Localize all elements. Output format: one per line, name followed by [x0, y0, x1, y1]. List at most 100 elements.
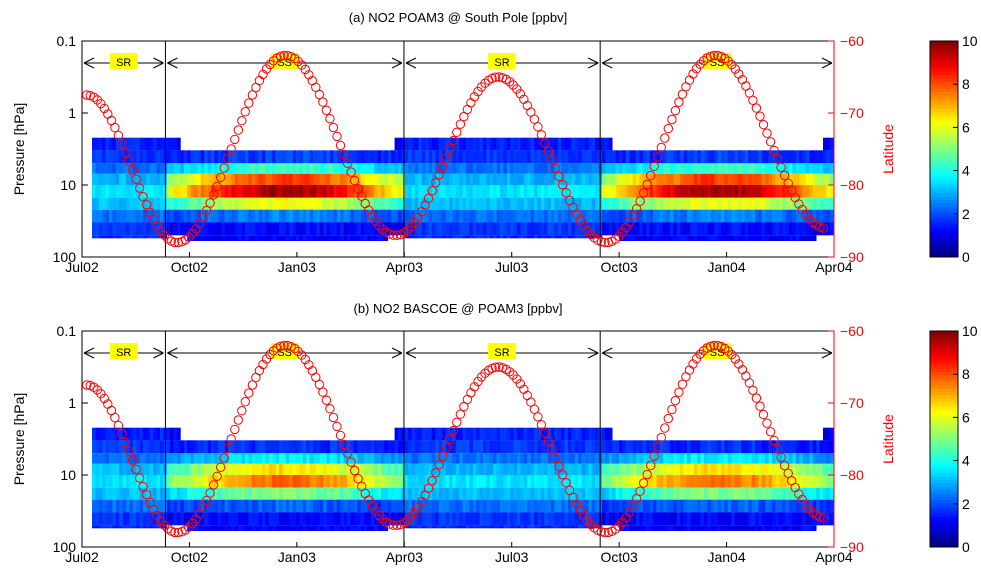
heatmap-cell: [347, 173, 351, 185]
heatmap-cell: [136, 185, 140, 198]
heatmap-cell: [421, 137, 426, 151]
latitude-point: [557, 470, 568, 480]
heatmap-cell: [751, 185, 756, 198]
heatmap-cell: [527, 185, 531, 198]
heatmap-cell: [357, 453, 361, 464]
heatmap-cell: [789, 475, 793, 488]
latitude-point: [649, 451, 659, 461]
heatmap-cell: [347, 475, 351, 488]
heatmap-cell: [391, 499, 395, 513]
heatmap-cell: [826, 512, 831, 526]
heatmap-cell: [421, 235, 426, 239]
heatmap-cell: [605, 427, 610, 441]
heatmap-cell: [700, 235, 705, 241]
heatmap-cell: [408, 512, 412, 526]
heatmap-cell: [224, 512, 229, 526]
heatmap-cell: [105, 487, 110, 500]
latitude-point: [89, 382, 99, 392]
heatmap-cell: [653, 475, 657, 488]
heatmap-cell: [442, 512, 446, 526]
heatmap-cell: [92, 512, 96, 526]
heatmap-cell: [421, 173, 426, 185]
latitude-point: [82, 90, 92, 100]
heatmap-cell: [602, 440, 606, 454]
heatmap-cell: [489, 463, 494, 475]
heatmap-cell: [166, 222, 171, 236]
heatmap-cell: [370, 209, 375, 223]
heatmap-cell: [234, 499, 239, 513]
heatmap-cell: [428, 235, 433, 239]
latitude-point: [385, 519, 395, 529]
heatmap-cell: [571, 475, 576, 488]
heatmap-cell: [581, 185, 586, 198]
heatmap-cell: [469, 463, 474, 475]
heatmap-cell: [268, 209, 273, 223]
heatmap-cell: [347, 185, 351, 198]
latitude-point: [290, 53, 300, 64]
latitude-point: [494, 72, 504, 82]
heatmap-cell: [221, 209, 225, 223]
heatmap-cell: [608, 487, 613, 500]
heatmap-cell: [336, 525, 341, 531]
heatmap-cell: [819, 185, 824, 198]
colorbar-segment: [930, 192, 958, 197]
heatmap-cell: [581, 463, 586, 475]
heatmap-cell: [591, 427, 596, 441]
heatmap-cell: [707, 150, 712, 164]
heatmap-cell: [510, 463, 514, 475]
heatmap-cell: [544, 197, 548, 210]
heatmap-cell: [585, 209, 589, 223]
heatmap-cell: [673, 512, 678, 526]
heatmap-cell: [500, 163, 504, 174]
latitude-point: [247, 90, 258, 100]
heatmap-cell: [666, 499, 671, 513]
heatmap-cell: [748, 150, 752, 164]
heatmap-cell: [330, 475, 334, 488]
heatmap-cell: [428, 487, 433, 500]
heatmap-cell: [734, 173, 739, 185]
heatmap-cell: [517, 487, 521, 500]
heatmap-cell: [758, 185, 763, 198]
heatmap-cell: [530, 209, 535, 223]
heatmap-cell: [741, 475, 746, 488]
heatmap-cell: [687, 222, 691, 236]
heatmap-cell: [646, 499, 650, 513]
heatmap-cell: [418, 463, 423, 475]
heatmap-cell: [622, 163, 627, 174]
heatmap-cell: [289, 487, 293, 500]
heatmap-cell: [534, 173, 538, 185]
heatmap-cell: [299, 487, 304, 500]
latitude-point: [427, 476, 437, 486]
heatmap-cell: [401, 137, 406, 151]
heatmap-cell: [299, 525, 304, 531]
heatmap-cell: [160, 137, 164, 151]
heatmap-cell: [510, 197, 514, 210]
heatmap-cell: [500, 427, 504, 441]
heatmap-cell: [506, 235, 511, 239]
heatmap-cell: [132, 150, 137, 164]
heatmap-cell: [309, 209, 314, 223]
heatmap-cell: [411, 440, 416, 454]
colorbar-segment: [930, 489, 958, 494]
heatmap-cell: [561, 512, 565, 526]
heatmap-cell: [217, 463, 222, 475]
heatmap-cell: [282, 512, 287, 526]
heatmap-cell: [173, 185, 178, 198]
heatmap-cell: [374, 163, 378, 174]
heatmap-cell: [183, 499, 188, 513]
heatmap-cell: [758, 173, 763, 185]
heatmap-cell: [799, 222, 803, 236]
heatmap-cell: [717, 453, 722, 464]
latitude-point: [258, 69, 268, 80]
heatmap-cell: [319, 222, 324, 236]
heatmap-cell: [387, 475, 392, 488]
heatmap-cell: [319, 463, 324, 475]
heatmap-cell: [673, 173, 678, 185]
heatmap-cell: [132, 499, 137, 513]
heatmap-cell: [765, 512, 769, 526]
heatmap-cell: [432, 453, 436, 464]
heatmap-cell: [693, 487, 698, 500]
heatmap-cell: [275, 185, 280, 198]
heatmap-cell: [823, 512, 827, 526]
heatmap-cell: [493, 235, 497, 239]
